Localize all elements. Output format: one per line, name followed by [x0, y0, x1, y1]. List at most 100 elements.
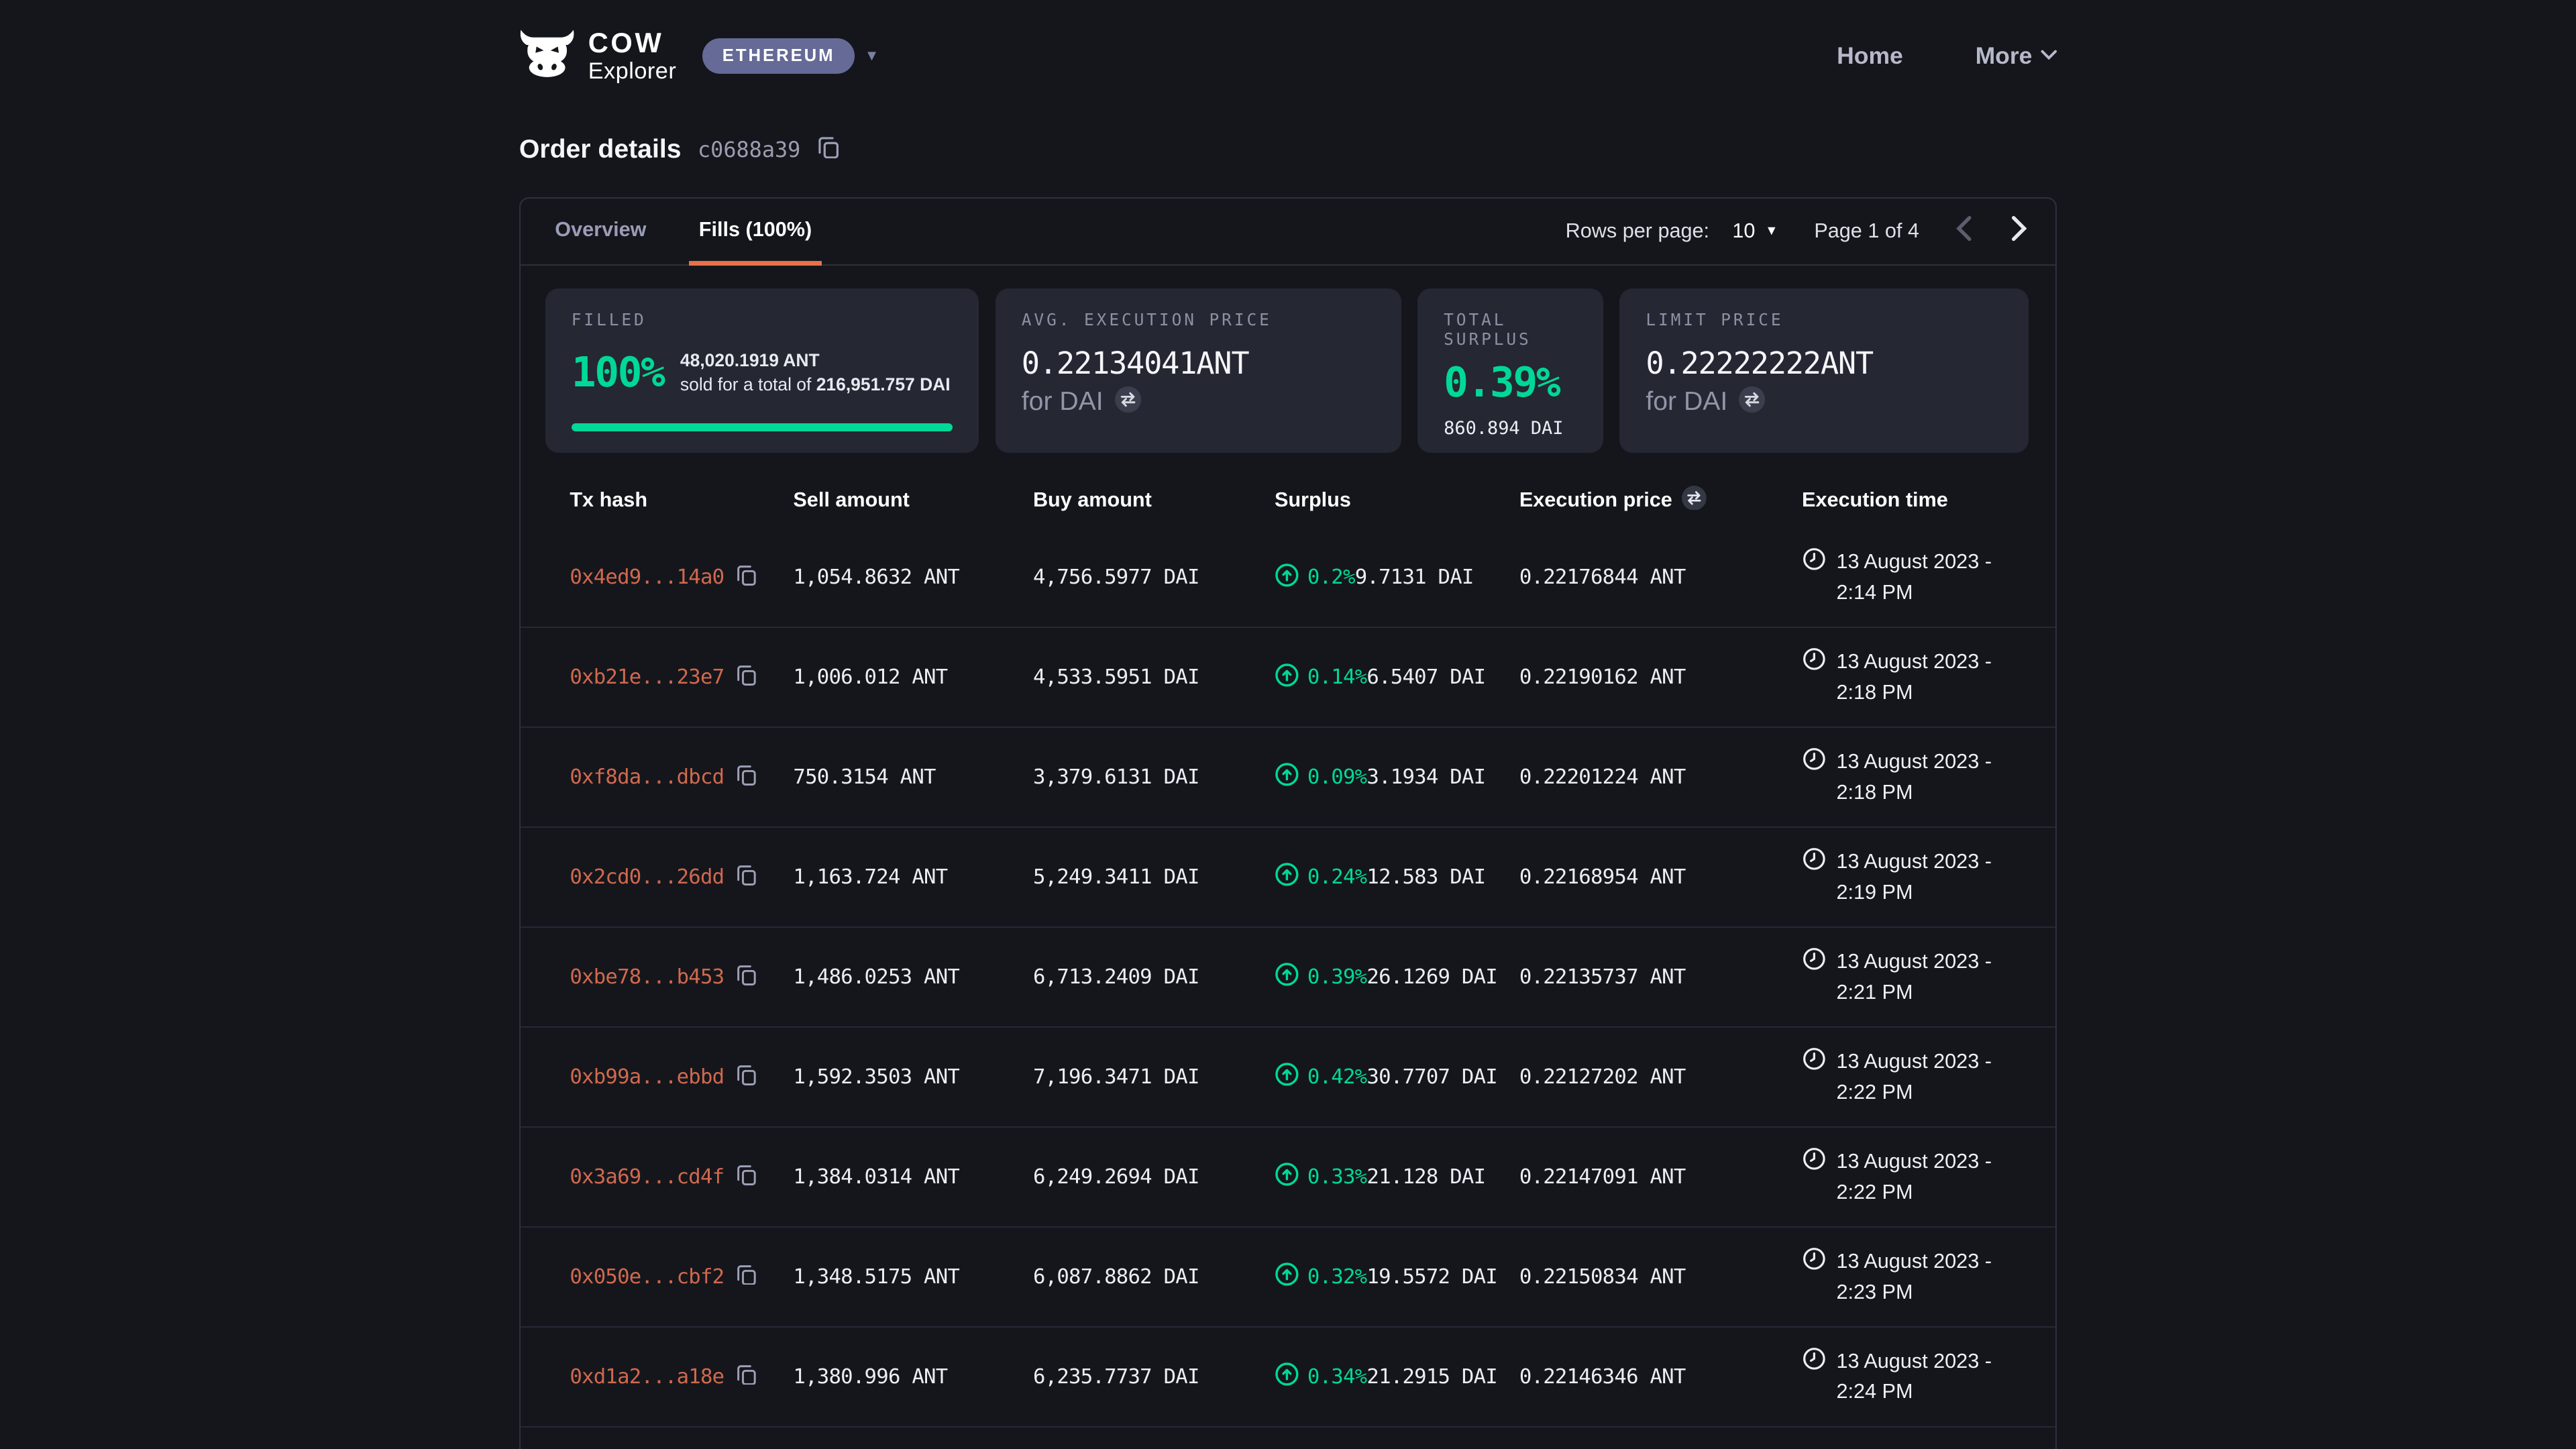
nav-item-more[interactable]: More [1976, 42, 2057, 70]
copy-tx-hash-button[interactable] [736, 1264, 757, 1291]
execution-time: 13 August 2023 - 2:24 PM [1836, 1349, 1992, 1403]
copy-tx-hash-button[interactable] [736, 1064, 757, 1091]
page-title-row: Order details c0688a39 [519, 135, 2057, 164]
surplus-amount: 9.7131 DAI [1354, 566, 1474, 590]
copy-tx-hash-button[interactable] [736, 1164, 757, 1191]
table-row: 0xb99a...ebbd 1,592.3503 ANT 7,196.3471 … [520, 1028, 2056, 1128]
arrow-up-circle-icon [1275, 962, 1299, 992]
surplus-percent: 0.32% [1307, 1265, 1367, 1289]
invert-avg-price-button[interactable] [1114, 386, 1141, 418]
nav-item-home[interactable]: Home [1837, 42, 1903, 70]
tx-hash-link[interactable]: 0xf8da...dbcd [570, 765, 724, 790]
sell-amount: 1,592.3503 ANT [793, 1065, 960, 1089]
execution-price: 0.22147091 ANT [1519, 1165, 1686, 1189]
table-row: 0x4ed9...14a0 1,054.8632 ANT 4,756.5977 … [520, 529, 2056, 629]
surplus-amount: 21.128 DAI [1366, 1165, 1486, 1189]
surplus-percent: 0.2% [1307, 566, 1356, 590]
copy-icon [736, 1164, 757, 1191]
invert-limit-price-button[interactable] [1739, 386, 1766, 418]
network-selector[interactable]: ETHEREUM ▼ [702, 38, 879, 74]
execution-time: 13 August 2023 - 2:14 PM [1836, 550, 1992, 604]
surplus-cell: 0.09%3.1934 DAI [1275, 762, 1519, 792]
total-surplus-label: TOTAL SURPLUS [1444, 309, 1532, 349]
execution-time: 13 August 2023 - 2:21 PM [1836, 949, 1992, 1004]
col-surplus: Surplus [1274, 488, 1351, 512]
tx-hash-link[interactable]: 0xb21e...23e7 [570, 665, 724, 690]
clock-icon [1802, 747, 1827, 777]
limit-price-label: LIMIT PRICE [1646, 309, 1784, 329]
tx-hash-link[interactable]: 0x4ed9...14a0 [570, 566, 724, 590]
table-row: 0x2cd0...26dd 1,163.724 ANT 5,249.3411 D… [520, 828, 2056, 928]
execution-time-cell: 13 August 2023 - 2:23 PM [1802, 1246, 2012, 1308]
arrow-up-circle-icon [1275, 1262, 1299, 1292]
order-id: c0688a39 [698, 136, 801, 162]
col-tx-hash: Tx hash [570, 488, 648, 512]
execution-time: 13 August 2023 - 2:18 PM [1836, 650, 1992, 704]
surplus-cell: 0.2%9.7131 DAI [1275, 563, 1519, 593]
arrow-up-circle-icon [1275, 762, 1299, 792]
execution-time-cell: 13 August 2023 - 2:21 PM [1802, 947, 2012, 1008]
copy-tx-hash-button[interactable] [736, 864, 757, 891]
tx-hash-link[interactable]: 0x2cd0...26dd [570, 865, 724, 890]
tx-hash-link[interactable]: 0xd1a2...a18e [570, 1364, 724, 1389]
surplus-cell: 0.33%21.128 DAI [1275, 1162, 1519, 1192]
limit-price-value: 0.22222222ANT [1646, 345, 1874, 382]
col-sell-amount: Sell amount [793, 488, 910, 512]
chevron-left-icon [1955, 215, 1972, 247]
table-row: 0x3a69...cd4f 1,384.0314 ANT 6,249.2694 … [520, 1128, 2056, 1228]
invert-execution-price-button[interactable] [1682, 485, 1707, 516]
arrow-up-circle-icon [1275, 1062, 1299, 1092]
copy-tx-hash-button[interactable] [736, 1364, 757, 1391]
filled-percent: 100% [571, 349, 665, 397]
dropdown-caret-icon: ▼ [1765, 223, 1778, 239]
tx-hash-link[interactable]: 0xb99a...ebbd [570, 1065, 724, 1089]
rows-per-page-select[interactable]: 10 ▼ [1732, 219, 1778, 243]
arrow-up-circle-icon [1275, 1162, 1299, 1192]
copy-icon [736, 764, 757, 791]
copy-tx-hash-button[interactable] [736, 964, 757, 991]
sell-amount: 1,163.724 ANT [793, 865, 948, 890]
limit-price-card: LIMIT PRICE 0.22222222ANT for DAI [1619, 288, 2029, 453]
chevron-right-icon [2011, 215, 2027, 247]
copy-icon [736, 864, 757, 891]
sell-amount: 1,054.8632 ANT [793, 566, 960, 590]
execution-price: 0.22168954 ANT [1519, 865, 1686, 890]
col-execution-price: Execution price [1519, 485, 1802, 516]
surplus-amount: 12.583 DAI [1366, 865, 1486, 890]
filled-card: FILLED 100% 48,020.1919 ANT sold for a t… [545, 288, 979, 453]
sell-amount: 1,006.012 ANT [793, 665, 948, 690]
tx-hash-link[interactable]: 0xbe78...b453 [570, 965, 724, 989]
surplus-cell: 0.14%6.5407 DAI [1275, 663, 1519, 693]
surplus-percent: 0.24% [1307, 865, 1367, 890]
rows-per-page-value: 10 [1732, 219, 1756, 243]
tab-fills[interactable]: Fills (100%) [689, 199, 822, 266]
tx-hash-link[interactable]: 0x3a69...cd4f [570, 1165, 724, 1189]
table-row: 0xf8da...dbcd 750.3154 ANT 3,379.6131 DA… [520, 728, 2056, 828]
surplus-cell: 0.32%19.5572 DAI [1275, 1262, 1519, 1292]
copy-tx-hash-button[interactable] [736, 764, 757, 791]
tab-overview[interactable]: Overview [555, 217, 647, 241]
clock-icon [1802, 847, 1827, 877]
previous-page-button[interactable] [1952, 212, 1975, 250]
next-page-button[interactable] [2008, 212, 2031, 250]
brand-logo[interactable]: COW Explorer [519, 28, 676, 84]
buy-amount: 5,249.3411 DAI [1032, 865, 1199, 890]
table-row: 0xbe78...b453 1,486.0253 ANT 6,713.2409 … [520, 928, 2056, 1028]
copy-tx-hash-button[interactable] [736, 564, 757, 591]
copy-tx-hash-button[interactable] [736, 664, 757, 691]
limit-price-quote: for DAI [1646, 387, 1728, 417]
buy-amount: 6,235.7737 DAI [1032, 1364, 1199, 1389]
total-surplus-percent: 0.39% [1444, 358, 1560, 407]
surplus-cell: 0.39%26.1269 DAI [1275, 962, 1519, 992]
surplus-percent: 0.39% [1307, 965, 1367, 989]
page-title: Order details [519, 134, 682, 164]
surplus-amount: 26.1269 DAI [1366, 965, 1498, 989]
table-controls: Rows per page: 10 ▼ Page 1 of 4 [1566, 199, 2031, 264]
tx-hash-link[interactable]: 0x050e...cbf2 [570, 1265, 724, 1289]
arrow-up-circle-icon [1275, 1362, 1299, 1392]
col-execution-time: Execution time [1802, 488, 1948, 512]
clock-icon [1802, 1246, 1827, 1277]
fill-progress-value [571, 423, 953, 432]
copy-order-id-button[interactable] [817, 136, 840, 164]
